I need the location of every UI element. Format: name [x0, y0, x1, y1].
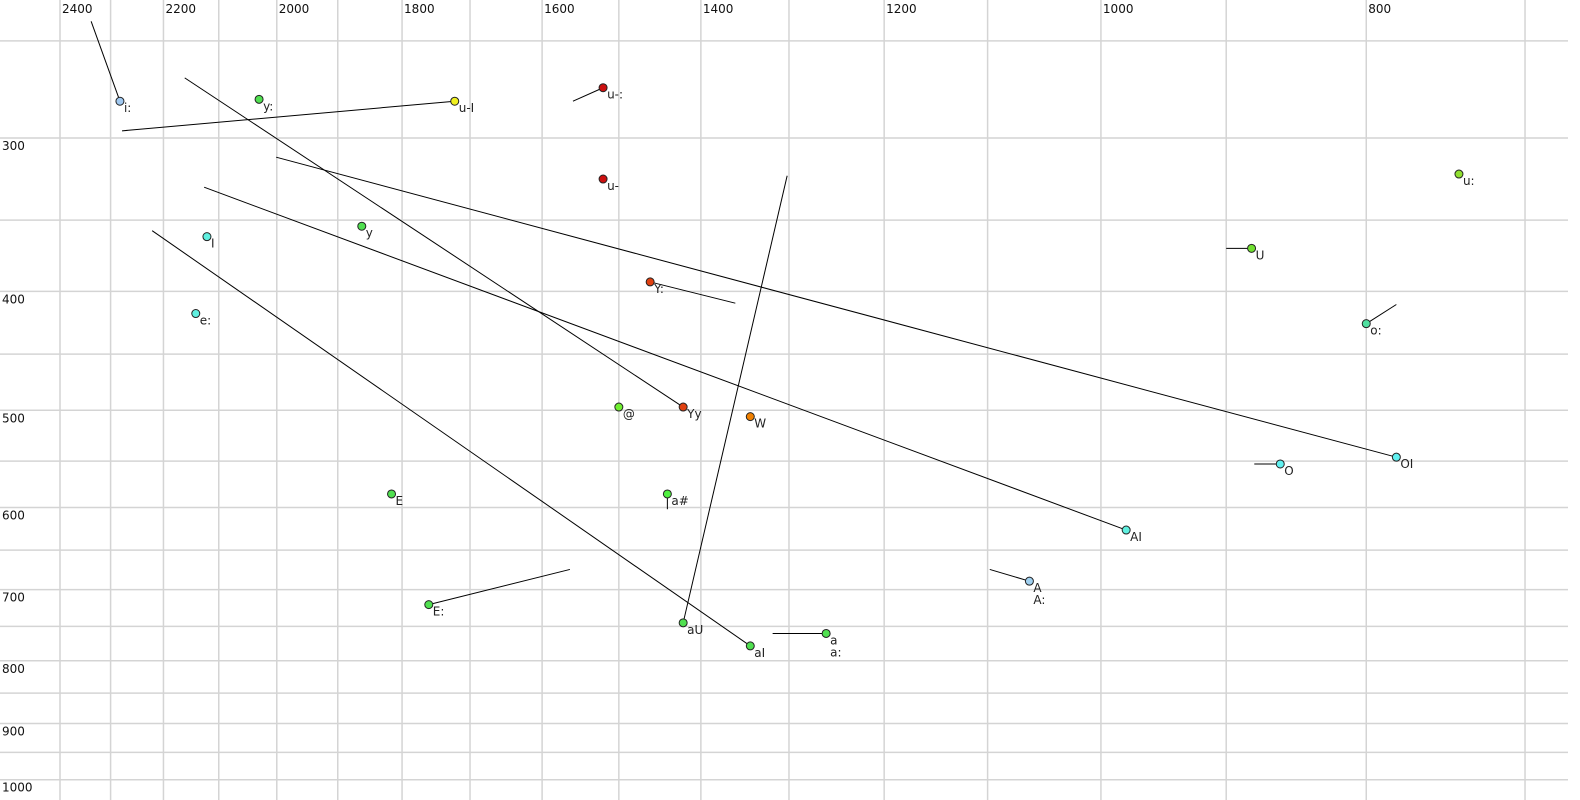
data-point: [1121, 525, 1131, 535]
point-label: A: [1033, 581, 1042, 595]
data-point: [1391, 452, 1401, 462]
point-label: W: [754, 417, 766, 431]
point-label: e:: [200, 314, 211, 328]
points: i: y: u-I u-: u-u: Iy e: U Y: o: @ Yy W OI O E a# AI AA: E:…: [115, 83, 1475, 660]
data-point: [662, 489, 672, 499]
data-point: [1024, 576, 1034, 586]
y-tick-label: 800: [2, 662, 25, 676]
trajectory-line: [121, 100, 455, 132]
axis-ticks: 2400 2200 2000 1800 1600 1400 1200 1000 800 300 40…: [2, 2, 1391, 795]
data-point: [678, 618, 688, 628]
y-tick-label: 900: [2, 725, 25, 739]
y-tick-label: 500: [2, 411, 25, 425]
data-point: [598, 174, 608, 184]
x-tick-label: 1200: [886, 2, 917, 16]
data-point: [1275, 459, 1285, 469]
point-label: AI: [1130, 530, 1142, 544]
point-label: o:: [1370, 324, 1381, 338]
data-point: [745, 641, 755, 651]
trajectories: [90, 21, 1397, 647]
point-label: U: [1256, 248, 1265, 262]
x-tick-label: 2000: [279, 2, 310, 16]
y-tick-label: 1000: [2, 781, 33, 795]
data-point: [821, 628, 831, 638]
point-label: a: [830, 633, 837, 647]
data-point: [254, 94, 264, 104]
point-label: u-I: [459, 101, 474, 115]
y-tick-label: 300: [2, 139, 25, 153]
x-tick-label: 2200: [165, 2, 196, 16]
data-point: [191, 309, 201, 319]
point-label: i:: [124, 101, 131, 115]
data-point: [1454, 169, 1464, 179]
data-point: [745, 412, 755, 422]
point-label: u-:: [607, 88, 623, 102]
point-label: a:: [830, 645, 841, 659]
x-tick-label: 2400: [62, 2, 93, 16]
data-point: [1247, 243, 1257, 253]
data-point: [678, 402, 688, 412]
data-point: [614, 402, 624, 412]
point-label: A:: [1033, 593, 1045, 607]
point-label: OI: [1400, 457, 1413, 471]
x-tick-label: 800: [1368, 2, 1391, 16]
trajectory-line: [276, 156, 1397, 458]
point-label: aI: [754, 646, 765, 660]
trajectory-line: [184, 77, 684, 408]
point-label: u-: [607, 179, 619, 193]
x-tick-label: 1800: [404, 2, 435, 16]
point-label: I: [211, 237, 215, 251]
data-point: [115, 96, 125, 106]
trajectory-line: [428, 568, 571, 606]
point-label: E:: [433, 605, 445, 619]
point-label: @: [623, 407, 635, 421]
y-tick-label: 600: [2, 508, 25, 522]
y-tick-label: 400: [2, 292, 25, 306]
point-label: aU: [687, 623, 703, 637]
trajectory-line: [203, 186, 1127, 531]
point-label: E: [396, 494, 404, 508]
point-label: O: [1284, 464, 1293, 478]
data-point: [1361, 319, 1371, 329]
data-point: [598, 83, 608, 93]
trajectory-line: [1365, 304, 1397, 325]
trajectory-line: [572, 87, 604, 102]
x-tick-label: 1600: [544, 2, 575, 16]
trajectory-line: [682, 175, 788, 623]
data-point: [645, 277, 655, 287]
x-tick-label: 1000: [1103, 2, 1134, 16]
trajectory-line: [151, 230, 751, 647]
point-label: y: [366, 226, 373, 240]
point-label: y:: [263, 99, 273, 113]
x-tick-label: 1400: [703, 2, 734, 16]
point-label: a#: [671, 494, 688, 508]
data-point: [424, 600, 434, 610]
point-label: Yy: [686, 407, 701, 421]
y-tick-label: 700: [2, 591, 25, 605]
trajectory-line: [650, 281, 736, 304]
data-point: [387, 489, 397, 499]
point-label: u:: [1463, 174, 1475, 188]
data-point: [202, 232, 212, 242]
point-label: Y:: [653, 282, 664, 296]
trajectory-line: [90, 21, 121, 102]
data-point: [450, 96, 460, 106]
data-point: [357, 221, 367, 231]
trajectory-line: [989, 568, 1030, 582]
